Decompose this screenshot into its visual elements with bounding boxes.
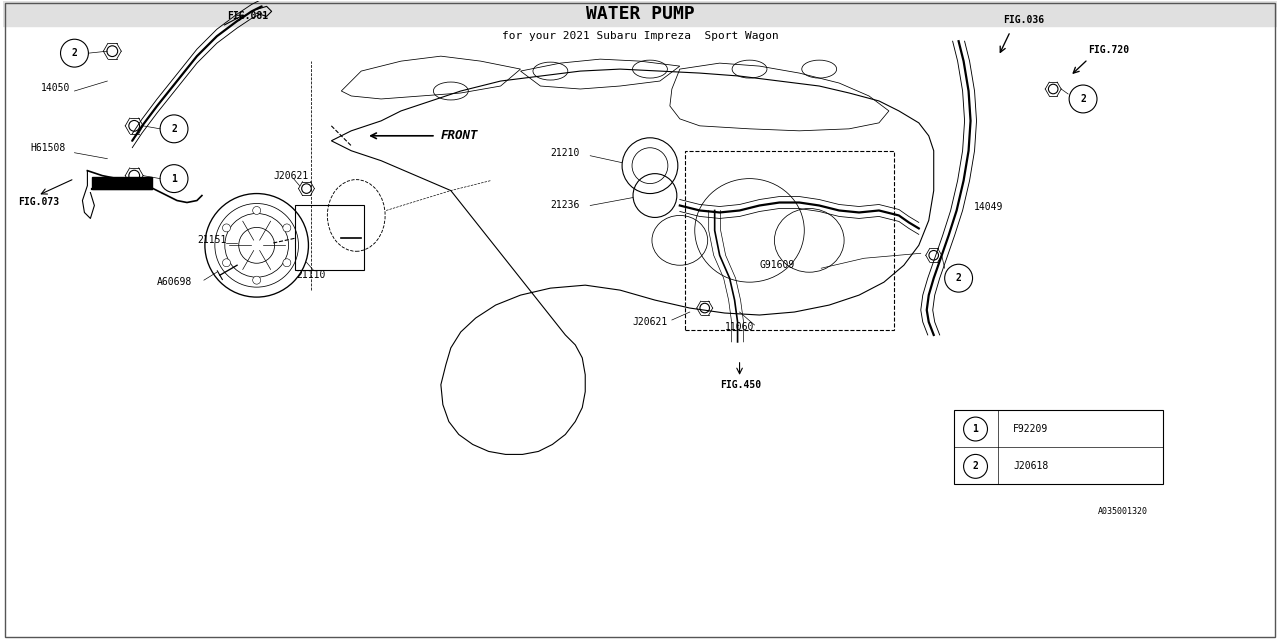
Text: J20621: J20621 [632,317,667,327]
Text: F92209: F92209 [1014,424,1048,434]
Circle shape [223,259,230,267]
Text: 1: 1 [172,173,177,184]
Text: FIG.081: FIG.081 [227,12,268,21]
Text: 1: 1 [973,424,978,434]
Circle shape [283,224,291,232]
Text: 21151: 21151 [197,236,227,245]
Text: FRONT: FRONT [440,129,479,142]
Circle shape [283,259,291,267]
Text: 2: 2 [956,273,961,283]
Text: G91609: G91609 [759,260,795,270]
Text: A60698: A60698 [157,277,192,287]
Text: 2: 2 [973,461,978,472]
Text: 2: 2 [72,48,77,58]
Text: FIG.450: FIG.450 [719,380,760,390]
Bar [685,151,893,330]
Bar [954,410,1162,484]
Text: 21210: 21210 [550,148,580,157]
Circle shape [252,276,261,284]
Circle shape [223,224,230,232]
Text: H61508: H61508 [31,143,65,153]
Text: FIG.036: FIG.036 [1004,15,1044,26]
Text: FIG.073: FIG.073 [18,198,59,207]
Bar [92,177,152,189]
Circle shape [252,207,261,214]
Text: 21236: 21236 [550,200,580,211]
Bar [3,1,1277,26]
Text: J20621: J20621 [274,171,308,180]
Text: FIG.720: FIG.720 [1088,45,1129,55]
Text: 21110: 21110 [297,270,326,280]
Text: WATER PUMP: WATER PUMP [586,5,694,23]
Text: 14049: 14049 [974,202,1004,212]
Text: 11060: 11060 [724,322,754,332]
Text: J20618: J20618 [1014,461,1048,472]
Text: A035001320: A035001320 [1098,507,1148,516]
Text: 2: 2 [172,124,177,134]
Text: 14050: 14050 [41,83,70,93]
Text: 2: 2 [1080,94,1085,104]
Text: for your 2021 Subaru Impreza  Sport Wagon: for your 2021 Subaru Impreza Sport Wagon [502,31,778,41]
